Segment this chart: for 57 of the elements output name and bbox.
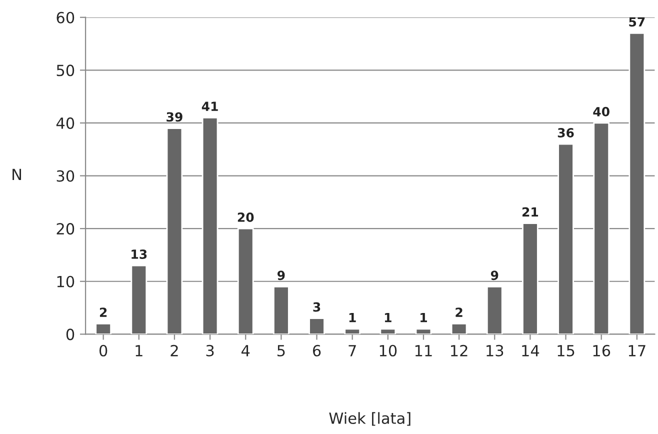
x-tick-label: 4	[242, 345, 250, 356]
data-label: 13	[132, 249, 147, 259]
y-tick-label: 60	[56, 12, 74, 24]
data-label: 2	[100, 308, 107, 317]
bar	[166, 128, 183, 334]
x-tick-label: 11	[415, 345, 432, 356]
data-label: 9	[490, 270, 498, 280]
x-tick-label: 6	[312, 344, 321, 356]
x-tick-label: 2	[170, 344, 178, 356]
x-tick-label: 10	[380, 344, 397, 356]
data-label: 21	[522, 207, 538, 217]
y-tick-label: 30	[56, 170, 74, 182]
data-label: 39	[166, 112, 182, 122]
x-axis-title: Wiek [lata]	[329, 412, 410, 426]
bar	[628, 32, 646, 334]
data-label: 2	[456, 308, 462, 317]
y-tick-label: 0	[66, 328, 74, 340]
data-label: 1	[420, 313, 427, 322]
x-tick-label: 13	[486, 344, 504, 356]
bar	[450, 322, 468, 334]
bar	[344, 328, 361, 334]
bar	[130, 264, 148, 334]
data-label: 1	[349, 313, 356, 322]
data-label: 3	[313, 302, 320, 312]
bar	[522, 222, 538, 334]
data-label: 9	[277, 270, 285, 280]
bar	[593, 122, 610, 334]
y-axis-title: N	[12, 168, 22, 180]
y-tick-label: 20	[56, 223, 74, 235]
x-tick-label: 1	[136, 345, 142, 356]
x-tick-label: 15	[558, 345, 574, 356]
x-tick-label: 12	[451, 344, 468, 356]
y-tick-label: 10	[57, 276, 74, 288]
x-tick-label: 3	[206, 344, 214, 356]
data-label: 1	[384, 313, 392, 322]
bar	[237, 228, 254, 334]
bar	[202, 116, 218, 334]
data-label: 41	[202, 102, 218, 111]
data-label: 40	[593, 106, 610, 116]
data-label: 20	[238, 212, 254, 222]
bar	[415, 328, 432, 334]
x-tick-label: 14	[522, 345, 540, 356]
bar	[558, 143, 574, 334]
bar	[95, 322, 112, 334]
x-tick-label: 0	[99, 344, 108, 356]
bar	[486, 286, 503, 334]
x-tick-label: 7	[348, 345, 356, 356]
bar	[273, 286, 290, 334]
x-tick-label: 5	[278, 345, 285, 356]
data-label: 57	[629, 17, 645, 27]
x-tick-label: 16	[593, 344, 610, 356]
x-tick-label: 17	[628, 345, 646, 356]
bar	[308, 318, 325, 334]
bar	[380, 328, 396, 334]
y-tick-label: 40	[56, 117, 74, 129]
data-label: 36	[558, 128, 574, 138]
y-tick-label: 50	[56, 64, 74, 76]
